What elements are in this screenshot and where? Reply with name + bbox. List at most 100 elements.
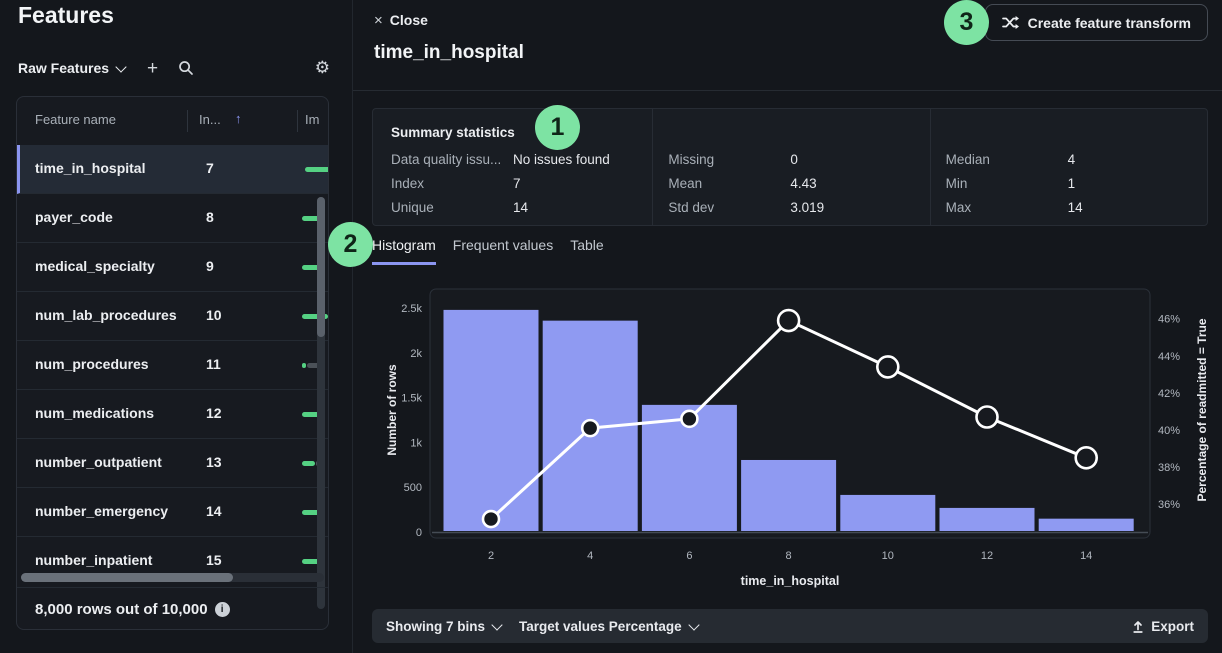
stat-row: Missing 0: [668, 147, 929, 171]
column-divider: [297, 110, 298, 132]
feature-row[interactable]: num_lab_procedures 10: [17, 292, 328, 341]
main-divider: [352, 0, 353, 653]
feature-row[interactable]: number_inpatient 15: [17, 537, 328, 574]
histogram-bar[interactable]: [1036, 516, 1136, 534]
feature-name: num_medications: [35, 405, 155, 421]
target-point[interactable]: [975, 405, 999, 429]
info-icon[interactable]: i: [214, 602, 230, 617]
column-header-feature-name[interactable]: Feature name: [35, 112, 116, 127]
histogram-bar[interactable]: [937, 505, 1037, 534]
feature-index: 7: [206, 160, 214, 176]
histogram-bar[interactable]: [739, 457, 839, 533]
sort-ascending-icon[interactable]: ↑: [235, 111, 242, 126]
x-axis-tick: 10: [882, 550, 894, 562]
left-axis-tick: 1.5k: [401, 393, 422, 405]
feature-row[interactable]: time_in_hospital 7: [17, 145, 328, 194]
bins-dropdown[interactable]: Showing 7 bins: [386, 618, 503, 634]
raw-features-label: Raw Features: [18, 60, 110, 76]
feature-importance-bar: [302, 314, 328, 319]
feature-name: number_emergency: [35, 503, 169, 519]
feature-name: number_inpatient: [35, 552, 153, 568]
feature-row[interactable]: medical_specialty 9: [17, 243, 328, 292]
left-axis-label: Number of rows: [385, 364, 399, 456]
search-button[interactable]: [178, 60, 194, 76]
stat-label: Missing: [668, 151, 715, 167]
right-axis-tick: 40%: [1158, 425, 1180, 437]
target-point[interactable]: [481, 509, 501, 529]
search-icon: [179, 61, 194, 75]
feature-rows: time_in_hospital 7 payer_code 8 medical_spec…: [17, 145, 328, 574]
x-axis-tick: 14: [1080, 550, 1092, 562]
chevron-down-icon: [115, 60, 127, 73]
add-feature-button[interactable]: +: [147, 57, 159, 79]
horizontal-scrollbar-thumb[interactable]: [21, 573, 233, 582]
feature-importance-bar: [302, 363, 324, 368]
right-axis-tick: 46%: [1158, 314, 1180, 326]
stat-label: Mean: [668, 175, 703, 191]
feature-index: 12: [206, 405, 222, 421]
target-point[interactable]: [776, 308, 801, 333]
stat-label: Index: [391, 175, 425, 191]
feature-name: medical_specialty: [35, 258, 155, 274]
stat-value: 7: [513, 175, 521, 191]
feature-index: 14: [206, 503, 222, 519]
feature-importance-bar: [305, 167, 328, 172]
stat-label: Unique: [391, 199, 434, 215]
tab-frequent-values[interactable]: Frequent values: [452, 237, 554, 253]
feature-detail-title: time_in_hospital: [374, 42, 524, 63]
feature-name: payer_code: [35, 209, 113, 225]
summary-statistics-panel: Summary statistics Data quality issu... N…: [372, 108, 1208, 226]
feature-row[interactable]: number_outpatient 13: [17, 439, 328, 488]
stat-value: No issues found: [513, 151, 610, 167]
feature-row[interactable]: num_procedures 11: [17, 341, 328, 390]
histogram-bar[interactable]: [441, 307, 541, 534]
feature-index: 9: [206, 258, 214, 274]
column-header-importance[interactable]: Im: [305, 112, 320, 127]
histogram-bar[interactable]: [838, 492, 938, 533]
annotation-step-2: 2: [328, 222, 373, 267]
feature-index: 8: [206, 209, 214, 225]
target-values-dropdown[interactable]: Target values Percentage: [519, 618, 700, 634]
feature-row[interactable]: num_medications 12: [17, 390, 328, 439]
stat-label: Min: [945, 175, 968, 191]
histogram-chart: 0 500 1k 1.5k 2k 2.5k 36% 38% 40% 42% 44% 46% 2 4 6 8 10…: [370, 285, 1222, 603]
target-point[interactable]: [580, 418, 600, 438]
raw-features-dropdown[interactable]: Raw Features: [18, 60, 127, 76]
row-count-footer: 8,000 rows out of 10,000 i: [17, 587, 328, 629]
feature-importance-bar: [302, 510, 320, 515]
feature-importance-bar: [302, 559, 320, 564]
column-header-index[interactable]: In...: [199, 112, 221, 127]
feature-importance-bar: [302, 216, 323, 221]
stat-value: 14: [513, 199, 529, 215]
export-button[interactable]: Export: [1132, 619, 1194, 634]
target-point[interactable]: [680, 409, 699, 429]
stat-label: Data quality issu...: [391, 151, 502, 167]
x-axis-tick: 4: [587, 550, 593, 562]
create-feature-transform-button[interactable]: Create feature transform: [984, 4, 1208, 41]
sidebar-toolbar: Raw Features + ⚙: [18, 55, 330, 81]
right-axis-tick: 42%: [1158, 388, 1180, 400]
right-axis-label: Percentage of readmitted = True: [1195, 318, 1209, 501]
chart-controls-bar: Showing 7 bins Target values Percentage …: [372, 609, 1208, 643]
stat-value: 4: [1067, 151, 1076, 167]
x-axis-tick: 12: [981, 550, 993, 562]
bins-dropdown-label: Showing 7 bins: [386, 618, 486, 634]
settings-gear-icon[interactable]: ⚙: [314, 58, 330, 77]
close-label: Close: [389, 12, 428, 28]
summary-column-2: Missing 0 Mean 4.43 Std dev 3.019: [652, 109, 929, 225]
feature-index: 13: [206, 454, 222, 470]
feature-index: 15: [206, 552, 222, 568]
feature-index: 10: [206, 307, 222, 323]
feature-row[interactable]: number_emergency 14: [17, 488, 328, 537]
vertical-scrollbar-track[interactable]: [317, 197, 325, 609]
chevron-down-icon: [687, 618, 700, 631]
target-point[interactable]: [875, 355, 900, 379]
tab-histogram[interactable]: Histogram: [372, 237, 436, 265]
left-axis-tick: 2k: [410, 348, 422, 360]
stat-row: Unique 14: [391, 195, 652, 219]
close-button[interactable]: × Close: [374, 12, 428, 28]
vertical-scrollbar-thumb[interactable]: [317, 197, 325, 337]
tab-table[interactable]: Table: [570, 237, 604, 253]
target-point[interactable]: [1074, 446, 1099, 470]
feature-row[interactable]: payer_code 8: [17, 194, 328, 243]
